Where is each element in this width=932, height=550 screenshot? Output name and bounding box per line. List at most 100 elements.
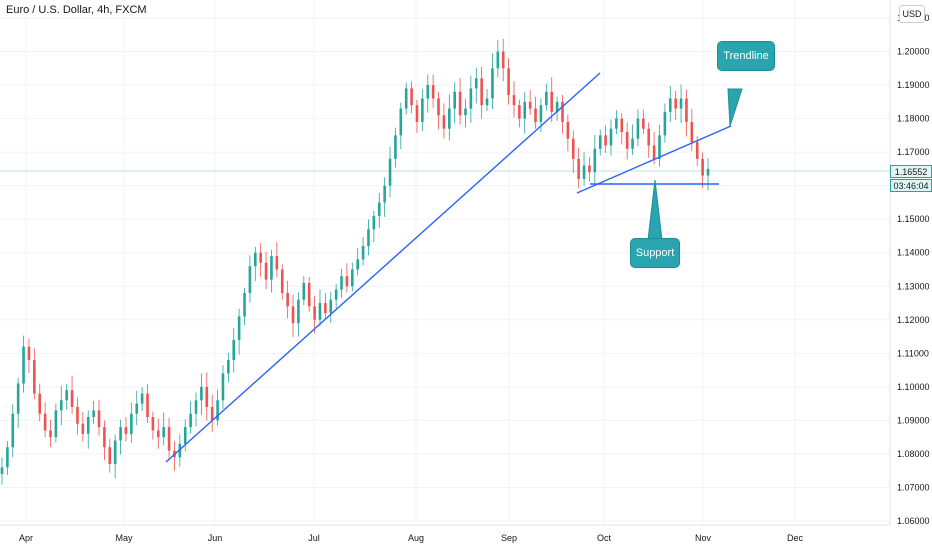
- candle-body: [566, 121, 570, 139]
- candle-body: [43, 413, 47, 431]
- chart-grid: [0, 0, 890, 525]
- candle-body: [701, 158, 704, 176]
- candle-body: [404, 88, 408, 109]
- candle-body: [582, 165, 586, 179]
- candle-body: [577, 158, 580, 179]
- candle-body: [593, 148, 597, 173]
- candle-body: [156, 430, 160, 438]
- candle-body: [92, 410, 95, 418]
- candle-body: [65, 390, 68, 401]
- candle-body: [248, 266, 252, 293]
- candle-body: [124, 427, 128, 434]
- candle-body: [97, 410, 101, 428]
- candle-body: [16, 383, 20, 414]
- candle-body: [340, 276, 343, 290]
- x-tick-label: Nov: [695, 533, 712, 543]
- y-tick-label: 1.17000: [897, 147, 930, 157]
- candlestick-series: [0, 38, 710, 485]
- candle-body: [679, 98, 683, 109]
- candle-body: [302, 282, 306, 300]
- y-tick-label: 1.13000: [897, 281, 930, 291]
- candle-body: [270, 256, 273, 280]
- candle-body: [113, 440, 117, 464]
- candle-body: [76, 406, 79, 424]
- candle-body: [232, 339, 236, 361]
- candle-body: [372, 215, 376, 230]
- candle-body: [140, 393, 144, 404]
- y-tick-label: 1.20000: [897, 47, 930, 57]
- candle-body: [318, 303, 322, 320]
- candle-body: [313, 306, 316, 320]
- candle-body: [27, 346, 31, 361]
- candle-body: [501, 51, 505, 69]
- candle-body: [695, 142, 699, 159]
- time-axis: Apr May Jun Jul Aug Sep Oct Nov Dec: [19, 533, 804, 543]
- x-tick-label: Oct: [597, 533, 612, 543]
- candle-body: [458, 91, 462, 116]
- candle-body: [394, 135, 397, 159]
- trendline-main: [165, 72, 601, 463]
- candle-body: [604, 135, 607, 146]
- y-tick-label: 1.14000: [897, 248, 930, 258]
- chart-title: Euro / U.S. Dollar, 4h, FXCM: [6, 4, 147, 16]
- candle-body: [642, 118, 645, 129]
- candle-body: [539, 105, 543, 122]
- y-tick-label: 1.11000: [897, 348, 929, 358]
- candle-body: [388, 158, 392, 186]
- candle-body: [377, 202, 381, 216]
- candle-body: [361, 246, 365, 260]
- y-tick-label: 1.18000: [897, 114, 930, 124]
- candle-body: [297, 299, 300, 324]
- candle-body: [280, 269, 284, 293]
- candle-body: [464, 108, 467, 116]
- candle-body: [189, 413, 192, 428]
- candle-body: [243, 292, 246, 317]
- candle-body: [480, 78, 483, 106]
- candle-body: [264, 262, 268, 280]
- candle-body: [54, 410, 58, 438]
- candle-body: [453, 91, 457, 109]
- currency-button[interactable]: USD: [899, 5, 925, 23]
- candle-body: [291, 306, 295, 324]
- candle-body: [11, 413, 15, 448]
- candle-body: [356, 259, 359, 270]
- candle-body: [647, 128, 651, 146]
- candle-body: [178, 443, 182, 458]
- candle-body: [491, 68, 494, 99]
- x-tick-label: Jul: [308, 533, 320, 543]
- candle-body: [334, 289, 338, 300]
- candle-body: [38, 393, 42, 414]
- y-tick-label: 1.08000: [897, 449, 930, 459]
- candle-body: [86, 417, 90, 434]
- candle-body: [625, 132, 629, 149]
- candle-body: [609, 128, 613, 146]
- candle-body: [685, 98, 688, 122]
- candle-body: [49, 430, 52, 438]
- candle-body: [448, 108, 451, 129]
- candle-body: [221, 373, 225, 401]
- candle-body: [367, 229, 370, 247]
- y-tick-label: 1.09000: [897, 415, 930, 425]
- candle-body: [119, 427, 122, 441]
- candle-body: [545, 91, 548, 106]
- x-tick-label: Aug: [408, 533, 424, 543]
- candle-body: [437, 98, 440, 116]
- candle-body: [345, 276, 349, 287]
- candle-body: [507, 68, 510, 96]
- candle-body: [6, 447, 9, 468]
- y-tick-label: 1.19000: [897, 80, 930, 90]
- candle-body: [550, 91, 554, 112]
- candle-body: [103, 427, 106, 448]
- candle-body: [399, 108, 403, 136]
- x-tick-label: Dec: [787, 533, 804, 543]
- candle-body: [561, 101, 564, 122]
- x-tick-label: Jun: [208, 533, 223, 543]
- trendline-callout: Trendline: [717, 41, 775, 71]
- candle-body: [135, 403, 139, 414]
- candle-body: [658, 135, 661, 159]
- candle-body: [426, 85, 430, 99]
- candle-body: [706, 168, 710, 176]
- candle-body: [0, 467, 4, 475]
- candle-body: [410, 88, 413, 106]
